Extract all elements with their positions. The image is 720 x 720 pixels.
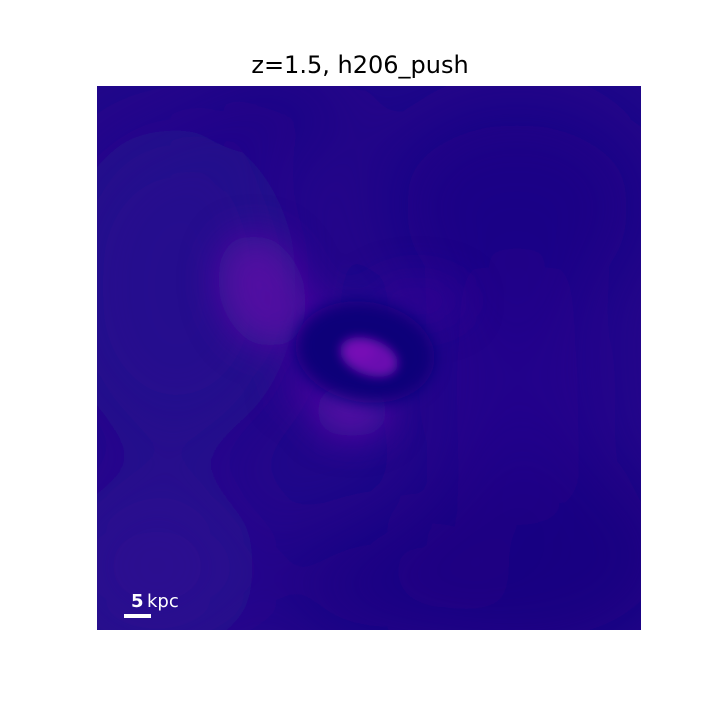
figure-title: z=1.5, h206_push (251, 51, 469, 79)
scalebar-unit: kpc (147, 591, 179, 612)
density-map-image (97, 86, 641, 630)
scalebar-value: 5 (131, 591, 144, 612)
density-map-render (97, 86, 641, 630)
scalebar-line (124, 614, 151, 618)
